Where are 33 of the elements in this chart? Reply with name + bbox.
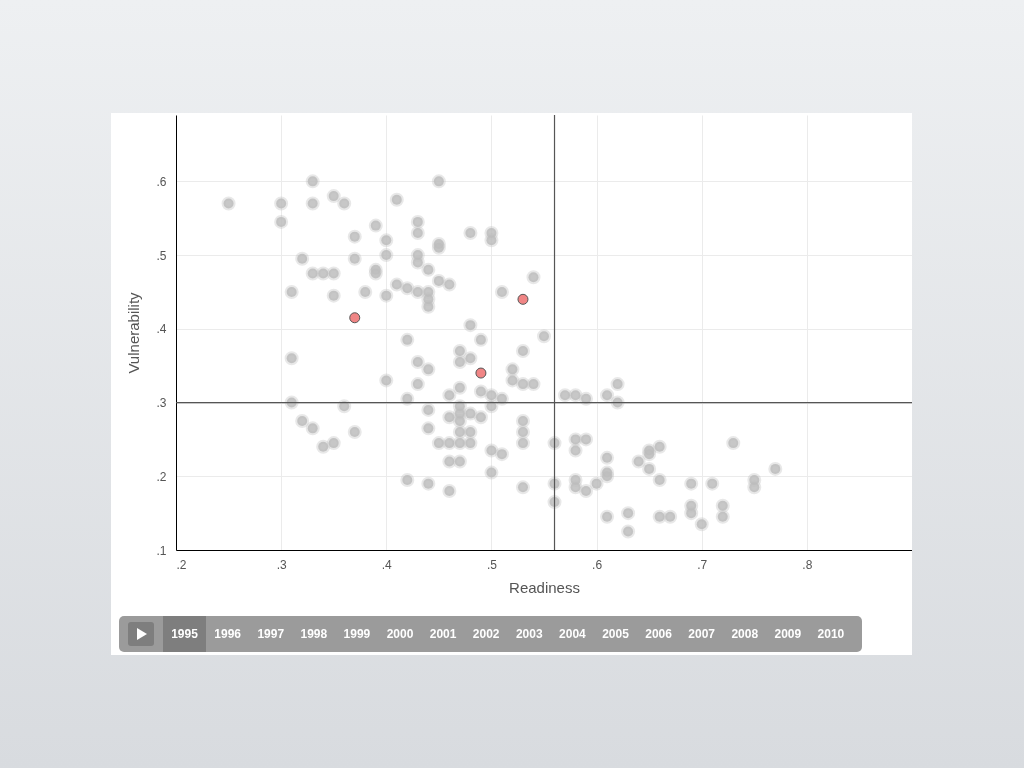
text: 2009: [773, 626, 803, 643]
y-tick-label: .6: [156, 174, 167, 189]
point: [517, 293, 529, 305]
x-tick-label: .3: [276, 557, 287, 572]
text: 2004: [558, 626, 587, 643]
x-axis-title: Readiness: [509, 578, 580, 596]
y-tick-label: .4: [156, 322, 167, 337]
y-tick-label: .3: [156, 396, 167, 411]
text: 1997: [256, 626, 286, 643]
text: 2010: [816, 626, 846, 643]
y-axis-title: Vulnerability: [125, 291, 143, 374]
text: 2002: [471, 626, 501, 643]
x-tick-label: .5: [486, 557, 498, 572]
x-tick-label: .2: [176, 557, 187, 572]
text: 2001: [428, 626, 458, 643]
x-tick-label: .8: [802, 557, 813, 572]
text: 1999: [342, 626, 372, 643]
x-tick-label: .6: [592, 557, 603, 572]
text: 1996: [213, 626, 242, 643]
text: 2003: [514, 626, 544, 643]
text: 2007: [687, 626, 716, 643]
text: 2005: [601, 626, 630, 643]
text: 2008: [730, 626, 760, 643]
x-tick-label: .4: [381, 557, 393, 572]
y-tick-label: .2: [156, 469, 167, 484]
y-tick-label: .5: [156, 248, 167, 263]
text: 1998: [299, 626, 329, 643]
text: 2000: [385, 626, 415, 643]
y-tick-label: .1: [156, 543, 167, 558]
point: [475, 367, 487, 379]
text: 2006: [644, 626, 673, 643]
point: [349, 312, 361, 324]
x-tick-label: .7: [697, 557, 708, 572]
